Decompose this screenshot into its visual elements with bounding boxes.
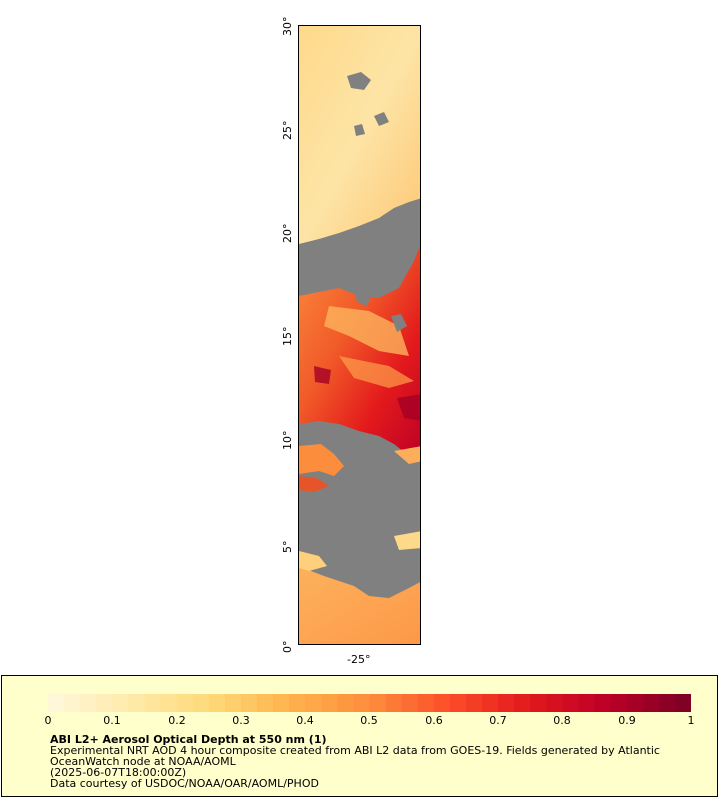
lat-label-10: 10°	[281, 430, 294, 451]
colorbar-segment	[128, 694, 145, 712]
colorbar-tick-0.9: 0.9	[618, 714, 636, 727]
colorbar-segment	[337, 694, 354, 712]
lat-label-25: 25°	[281, 120, 294, 141]
colorbar-segment	[305, 694, 322, 712]
colorbar-tick-0.5: 0.5	[360, 714, 378, 727]
colorbar-segment	[144, 694, 162, 712]
lon-label-minus25: -25°	[347, 653, 371, 666]
colorbar-segment	[482, 694, 499, 712]
aod-streak	[324, 306, 409, 356]
legend-timestamp: (2025-06-07T18:00:00Z)	[50, 766, 187, 779]
colorbar-segment	[433, 694, 451, 712]
colorbar-segment	[610, 694, 628, 712]
aod-region-central	[299, 246, 420, 456]
legend-panel: 0 0.1 0.2 0.3 0.4 0.5 0.6 0.7 0.8 0.9 1 …	[1, 675, 718, 797]
colorbar-tick-0.7: 0.7	[489, 714, 507, 727]
colorbar-segment	[289, 694, 306, 712]
legend-title: ABI L2+ Aerosol Optical Depth at 550 nm …	[50, 733, 327, 746]
legend-description-line1: Experimental NRT AOD 4 hour composite cr…	[50, 744, 660, 757]
colorbar-tick-0.2: 0.2	[168, 714, 186, 727]
lat-label-0: 0°	[281, 640, 294, 654]
colorbar-segment	[417, 694, 435, 712]
aod-patch-sixN	[394, 531, 420, 550]
colorbar-segment	[594, 694, 612, 712]
colorbar-segment	[465, 694, 483, 712]
colorbar-segment	[112, 694, 129, 712]
colorbar-segment	[449, 694, 467, 712]
colorbar-tick-1: 1	[687, 714, 695, 727]
legend-credit: Data courtesy of USDOC/NOAA/OAR/AOML/PHO…	[50, 777, 319, 790]
aod-patch-east	[394, 446, 420, 464]
colorbar-segment	[240, 694, 258, 712]
aod-patch-tenN-red	[299, 476, 329, 492]
lat-label-15: 15°	[281, 326, 294, 347]
colorbar-tick-0.3: 0.3	[232, 714, 250, 727]
lat-label-20: 20°	[281, 223, 294, 244]
colorbar-segment	[96, 694, 113, 712]
colorbar-segment	[273, 694, 290, 712]
colorbar-segment	[578, 694, 596, 712]
colorbar-segment	[321, 694, 338, 712]
colorbar-segment	[64, 694, 81, 712]
aod-map-image	[299, 26, 420, 644]
colorbar-tick-0.6: 0.6	[425, 714, 443, 727]
colorbar-segment	[385, 694, 403, 712]
aod-colorbar	[48, 694, 691, 712]
colorbar-segment	[224, 694, 242, 712]
colorbar-segment	[514, 694, 531, 712]
colorbar-segment	[192, 694, 210, 712]
colorbar-segment	[674, 694, 691, 712]
aod-region-south	[299, 566, 420, 644]
colorbar-segment	[176, 694, 194, 712]
aod-core	[314, 366, 420, 421]
colorbar-tick-0.1: 0.1	[103, 714, 121, 727]
cloud-patch-central	[354, 288, 407, 332]
lat-label-5: 5°	[281, 540, 294, 554]
colorbar-tick-0.8: 0.8	[553, 714, 571, 727]
colorbar-segment	[658, 694, 676, 712]
colorbar-segment	[353, 694, 370, 712]
aod-map-panel	[298, 25, 421, 645]
colorbar-segment	[160, 694, 178, 712]
colorbar-segment	[80, 694, 97, 712]
colorbar-segment	[369, 694, 387, 712]
aod-patch-tenN	[299, 444, 344, 476]
colorbar-segment	[546, 694, 563, 712]
colorbar-segment	[48, 694, 65, 712]
colorbar-segment	[498, 694, 515, 712]
colorbar-segment	[562, 694, 579, 712]
aod-streak	[339, 356, 414, 388]
lat-label-30: 30°	[281, 16, 294, 37]
colorbar-segment	[642, 694, 660, 712]
colorbar-segment	[401, 694, 419, 712]
colorbar-segment	[256, 694, 274, 712]
colorbar-segment	[626, 694, 644, 712]
cloud-patch-north	[347, 72, 389, 136]
colorbar-tick-0.4: 0.4	[296, 714, 314, 727]
colorbar-tick-0: 0	[44, 714, 52, 727]
aod-region-south-sw	[299, 551, 327, 571]
colorbar-segment	[530, 694, 547, 712]
colorbar-segment	[208, 694, 226, 712]
legend-description-line2: OceanWatch node at NOAA/AOML	[50, 755, 236, 768]
